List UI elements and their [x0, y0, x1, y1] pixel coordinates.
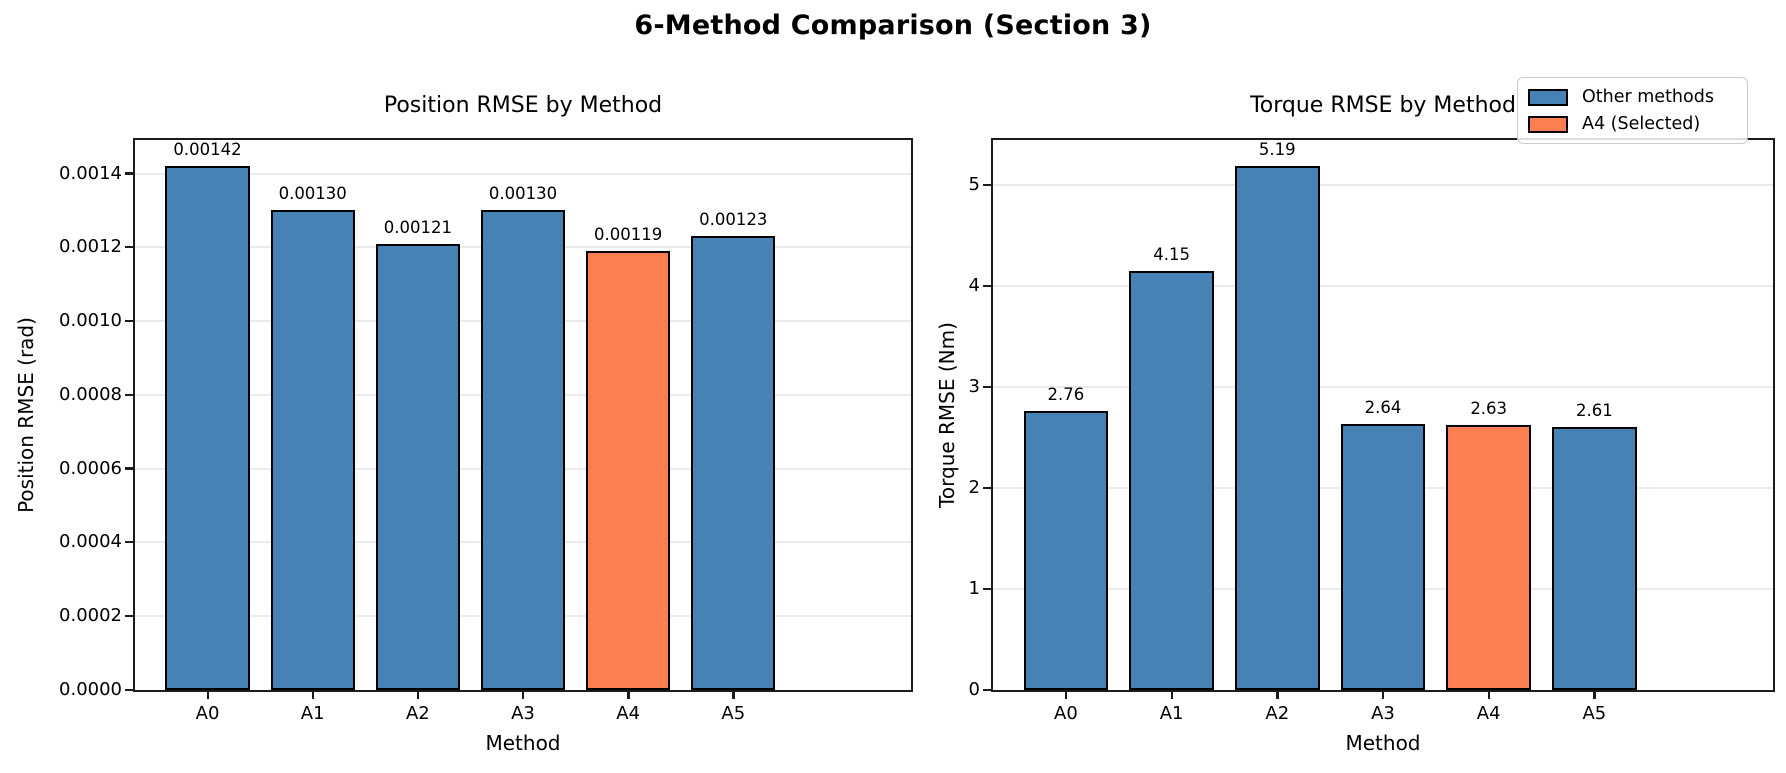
y-tick-mark	[983, 183, 991, 187]
gridline	[993, 285, 1773, 288]
x-tick-mark	[732, 690, 735, 699]
x-tick-label-A2: A2	[405, 703, 430, 724]
bar-value-label-A4: 2.63	[1470, 398, 1508, 418]
left-chart-xlabel: Method	[485, 731, 561, 755]
gridline	[993, 386, 1773, 389]
bar-A0	[165, 166, 250, 690]
bar-A2	[1235, 166, 1320, 690]
y-tick-label: 0.0000	[59, 679, 122, 700]
y-tick-mark	[125, 614, 133, 618]
legend-swatch-a4-selected	[1528, 115, 1568, 133]
y-tick-label: 0.0006	[59, 457, 122, 479]
bar-A0	[1023, 411, 1109, 690]
bar-value-label-A2: 0.00121	[383, 217, 452, 237]
bar-value-label-A2: 5.19	[1258, 140, 1296, 160]
y-tick-mark	[125, 319, 133, 323]
x-tick-mark	[1382, 690, 1385, 699]
bar-value-label-A1: 0.00130	[278, 184, 347, 204]
x-tick-mark	[1064, 690, 1068, 699]
legend-swatch-other-methods	[1528, 88, 1568, 106]
bar-value-label-A5: 2.61	[1576, 400, 1613, 420]
bar-value-label-A0: 2.76	[1047, 385, 1085, 405]
x-tick-label-A1: A1	[300, 703, 325, 724]
legend-box: Other methods A4 (Selected)	[1517, 77, 1748, 144]
left-chart-ylabel: Position RMSE (rad)	[14, 317, 38, 513]
bar-A3	[1340, 423, 1426, 690]
bar-value-label-A1: 4.15	[1153, 245, 1190, 265]
y-tick-mark	[983, 385, 991, 389]
x-tick-label-A0: A0	[1054, 703, 1078, 724]
y-tick-label: 0.0004	[59, 531, 122, 553]
x-tick-mark	[416, 690, 420, 699]
x-tick-mark	[311, 690, 315, 699]
y-tick-mark	[983, 688, 991, 691]
y-tick-mark	[125, 245, 133, 249]
bar-A1	[270, 210, 355, 690]
right-chart-title: Torque RMSE by Method	[1250, 93, 1516, 118]
gridline	[135, 172, 911, 175]
y-tick-label: 4	[968, 275, 980, 297]
left-chart-plot-area: 0.00142 0.00130 0.00121 0.00130 0.00119 0.001…	[59, 138, 913, 724]
bar-A5	[1552, 426, 1637, 690]
y-tick-mark	[983, 486, 991, 490]
x-tick-label-A5: A5	[1582, 703, 1607, 724]
x-tick-mark	[627, 690, 630, 699]
y-tick-label: 3	[968, 376, 980, 398]
y-tick-mark	[983, 587, 991, 591]
y-tick-mark	[125, 467, 133, 470]
y-tick-label: 0.0014	[59, 162, 122, 184]
x-tick-label-A3: A3	[511, 703, 535, 724]
y-tick-label: 1	[968, 578, 980, 600]
legend-label: A4 (Selected)	[1582, 114, 1701, 134]
bar-A3	[480, 210, 566, 690]
right-chart-plot-area: 2.76 4.15 5.19 2.64 2.63 2.61 0 1 2 3 4 5 A0 A1 A2 A3…	[969, 138, 1775, 724]
left-chart-title: Position RMSE by Method	[383, 93, 663, 118]
y-tick-label: 0	[968, 679, 980, 700]
x-tick-mark	[1487, 690, 1491, 699]
y-tick-label: 0.0002	[59, 605, 122, 627]
y-tick-label: 0.0010	[59, 310, 122, 332]
legend-item-a4-selected: A4 (Selected)	[1528, 114, 1737, 134]
figure-suptitle: 6-Method Comparison (Section 3)	[634, 10, 1152, 41]
y-tick-label: 0.0012	[59, 236, 122, 258]
y-tick-label: 2	[968, 477, 980, 499]
bar-A4-selected	[1446, 424, 1531, 690]
bar-A5	[691, 236, 776, 690]
x-tick-mark	[1276, 690, 1279, 699]
bar-value-label-A5: 0.00123	[699, 210, 768, 230]
x-tick-label-A4: A4	[616, 703, 641, 724]
y-tick-mark	[125, 172, 133, 175]
bar-value-label-A4: 0.00119	[594, 225, 663, 245]
x-tick-label-A5: A5	[721, 703, 746, 724]
bar-A4-selected	[586, 251, 671, 690]
y-tick-label: 0.0008	[59, 383, 122, 405]
x-tick-mark	[1170, 690, 1173, 699]
bar-A1	[1129, 271, 1214, 690]
gridline	[993, 184, 1773, 187]
x-tick-label-A0: A0	[195, 703, 220, 724]
y-tick-mark	[125, 541, 133, 544]
right-chart-xlabel: Method	[1345, 731, 1421, 755]
y-tick-mark	[983, 284, 991, 288]
bar-value-label-A0: 0.00142	[173, 140, 242, 160]
x-tick-mark	[1593, 690, 1596, 699]
y-tick-label: 5	[968, 174, 980, 196]
x-tick-label-A4: A4	[1476, 703, 1501, 724]
bar-A2	[375, 243, 460, 690]
bar-value-label-A3: 2.64	[1364, 397, 1402, 417]
legend-item-other-methods: Other methods	[1528, 87, 1737, 107]
x-tick-label-A1: A1	[1159, 703, 1184, 724]
legend-label: Other methods	[1582, 87, 1714, 107]
x-tick-label-A3: A3	[1371, 703, 1395, 724]
x-tick-mark	[206, 690, 209, 699]
y-tick-mark	[125, 393, 133, 396]
bar-value-label-A3: 0.00130	[488, 184, 558, 204]
right-chart-ylabel: Torque RMSE (Nm)	[935, 322, 959, 508]
x-tick-label-A2: A2	[1265, 703, 1290, 724]
x-tick-mark	[522, 690, 525, 699]
y-tick-mark	[125, 688, 133, 691]
